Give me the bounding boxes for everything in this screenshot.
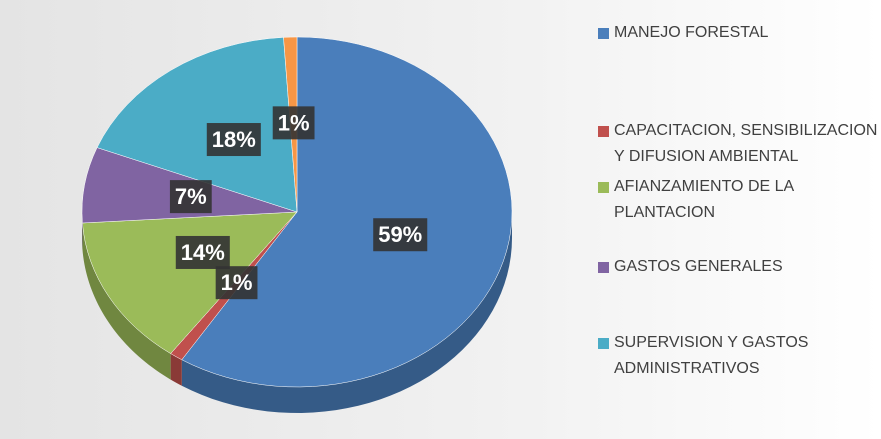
data-label-box	[175, 235, 230, 269]
data-label-box	[272, 106, 315, 140]
legend-entry: GASTOS GENERALES	[598, 254, 881, 280]
slice-side	[181, 212, 512, 413]
legend-swatch	[598, 338, 609, 349]
legend-label: MANEJO FORESTAL	[614, 24, 769, 41]
data-label-box	[206, 123, 261, 157]
legend-label: GASTOS GENERALES	[614, 258, 783, 275]
data-label: 14%	[181, 240, 225, 265]
data-label-group: 1%	[272, 106, 315, 140]
legend-label: SUPERVISION Y GASTOS ADMINISTRATIVOS	[614, 334, 809, 377]
data-label: 7%	[175, 184, 207, 209]
data-label-box	[169, 180, 212, 214]
data-label-group: 14%	[175, 235, 230, 269]
slice	[96, 37, 298, 213]
data-label-group: 18%	[206, 123, 261, 157]
data-label-box	[215, 266, 258, 300]
data-label-group: 1%	[215, 266, 258, 300]
legend-entry: AFIANZAMIENTO DE LA PLANTACION	[598, 174, 881, 226]
data-label: 1%	[278, 110, 310, 135]
legend-label: AFIANZAMIENTO DE LA PLANTACION	[614, 178, 794, 221]
slice-side	[170, 353, 182, 386]
data-label-group: 7%	[169, 180, 212, 214]
legend-entry: CAPACITACION, SENSIBILIZACION Y DIFUSION…	[598, 118, 881, 170]
data-label-group: 59%	[373, 218, 428, 252]
slice-side	[82, 222, 171, 380]
data-label: 18%	[212, 127, 256, 152]
legend-entry: SUPERVISION Y GASTOS ADMINISTRATIVOS	[598, 330, 881, 382]
legend-swatch	[598, 262, 609, 273]
data-label: 59%	[378, 222, 422, 247]
slice	[181, 36, 513, 388]
legend-swatch	[598, 182, 609, 193]
legend-swatch	[598, 126, 609, 137]
legend-swatch	[598, 28, 609, 39]
slice	[82, 211, 298, 354]
data-label: 1%	[221, 270, 253, 295]
data-label-box	[373, 218, 428, 252]
legend-label: CAPACITACION, SENSIBILIZACION Y DIFUSION…	[614, 122, 878, 165]
legend-entry: MANEJO FORESTAL	[598, 20, 881, 46]
